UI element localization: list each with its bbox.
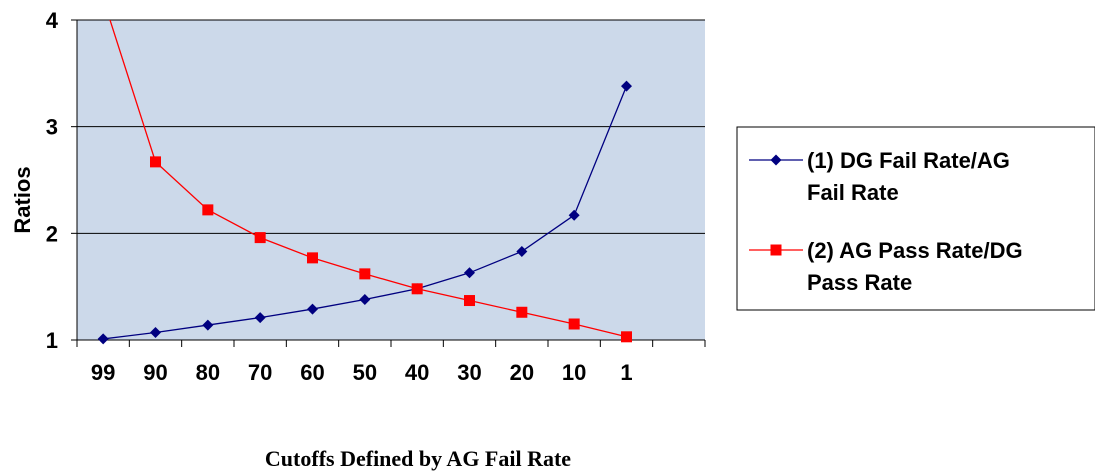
x-axis-title: Cutoffs Defined by AG Fail Rate: [265, 446, 571, 471]
x-tick-label: 30: [457, 360, 481, 385]
plot-area: [77, 20, 705, 340]
x-tick-label: 99: [91, 360, 115, 385]
square-marker: [621, 331, 632, 343]
diamond-marker: [202, 319, 214, 331]
y-axis-title: Ratios: [10, 166, 35, 233]
legend-box: [736, 126, 1095, 311]
square-marker: [150, 156, 161, 168]
legend-label-2: (2) AG Pass Rate/DG: [807, 238, 1023, 263]
square-marker: [464, 295, 475, 307]
diamond-marker: [97, 333, 109, 345]
square-marker: [359, 268, 371, 280]
square-marker: [307, 252, 318, 264]
square-marker: [202, 204, 214, 216]
square-marker: [254, 232, 266, 244]
square-marker: [516, 306, 528, 318]
legend-label-2: Pass Rate: [807, 270, 912, 295]
diamond-marker: [359, 293, 371, 305]
y-tick-label: 1: [46, 328, 58, 353]
diamond-marker: [464, 267, 475, 279]
square-marker: [568, 318, 580, 330]
diamond-marker: [254, 312, 266, 324]
tick-labels: 1 2 3 4 99 90 80 70 60 50 40 30 20 10 1: [46, 8, 633, 385]
diamond-marker: [516, 245, 528, 257]
legend-label-1: (1) DG Fail Rate/AG: [807, 148, 1010, 173]
y-tick-label: 4: [46, 8, 59, 33]
legend-label-1: Fail Rate: [807, 180, 899, 205]
diamond-marker: [770, 154, 782, 166]
diamond-marker: [307, 303, 318, 315]
x-tick-label: 40: [405, 360, 429, 385]
diamond-marker: [150, 327, 161, 339]
x-tick-label: 20: [510, 360, 534, 385]
x-tick-label: 90: [143, 360, 167, 385]
series-markers: [97, 80, 632, 345]
y-tick-label: 2: [46, 221, 58, 246]
x-tick-label: 50: [353, 360, 377, 385]
legend: (1) DG Fail Rate/AG Fail Rate (2) AG Pass …: [736, 126, 1095, 311]
x-tick-label: 80: [196, 360, 220, 385]
x-tick-label: 1: [620, 360, 632, 385]
square-marker: [411, 283, 423, 295]
diamond-marker: [621, 80, 632, 92]
square-marker: [770, 244, 782, 256]
x-tick-label: 60: [300, 360, 324, 385]
y-tick-label: 3: [46, 115, 58, 140]
diamond-marker: [568, 209, 580, 221]
x-tick-label: 70: [248, 360, 272, 385]
x-tick-label: 10: [562, 360, 586, 385]
axes: [71, 19, 706, 347]
